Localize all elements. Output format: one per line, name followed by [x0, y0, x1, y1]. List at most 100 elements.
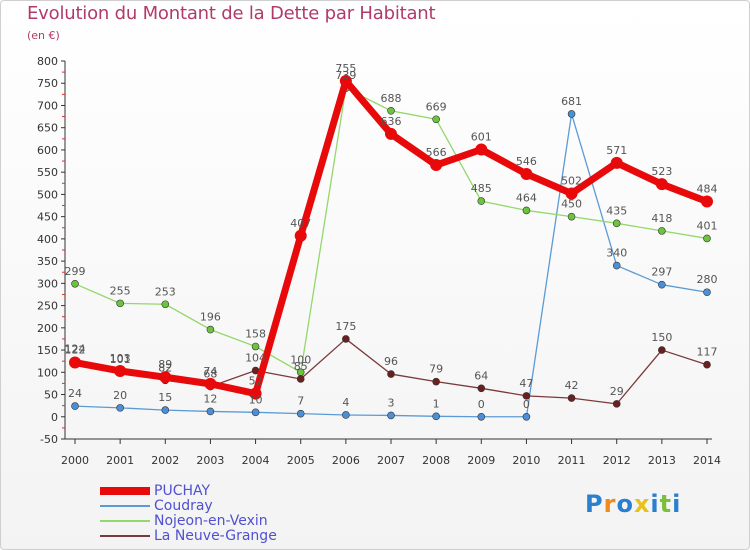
data-point-nojeon-en-vexin [703, 234, 711, 243]
data-label-coudray: 3 [388, 396, 395, 409]
y-tick-label: 750 [37, 77, 58, 90]
logo-letter: i [650, 490, 660, 518]
data-label-nojeon-en-vexin: 464 [516, 191, 537, 204]
data-point-la-neuve-grange [612, 400, 621, 408]
data-point-puchay [69, 356, 81, 369]
data-point-nojeon-en-vexin [71, 279, 79, 288]
data-point-nojeon-en-vexin [612, 219, 621, 228]
data-point-puchay [294, 229, 307, 242]
x-tick-label: 2000 [61, 454, 89, 467]
data-label-nojeon-en-vexin: 435 [606, 204, 627, 217]
y-tick-label: 700 [37, 99, 58, 112]
data-label-coudray: 20 [113, 389, 127, 402]
data-label-nojeon-en-vexin: 255 [110, 284, 131, 297]
data-point-coudray [161, 406, 170, 414]
y-tick-label: 50 [44, 389, 58, 402]
data-point-nojeon-en-vexin [116, 299, 124, 308]
data-label-la-neuve-grange: 85 [294, 360, 308, 373]
data-label-nojeon-en-vexin: 739 [335, 69, 356, 82]
x-tick-label: 2013 [648, 454, 676, 467]
data-label-la-neuve-grange: 68 [203, 368, 217, 381]
data-point-la-neuve-grange [296, 375, 305, 383]
data-point-puchay [385, 127, 397, 140]
legend-label: La Neuve-Grange [154, 528, 277, 544]
x-tick-label: 2014 [693, 454, 721, 467]
data-label-nojeon-en-vexin: 299 [65, 265, 86, 278]
chart-unit: (en €) [27, 29, 60, 42]
data-label-la-neuve-grange: 175 [335, 320, 356, 333]
data-label-la-neuve-grange: 101 [110, 353, 131, 366]
data-point-coudray [432, 412, 440, 421]
y-tick-label: 250 [37, 300, 58, 313]
data-label-nojeon-en-vexin: 196 [200, 311, 221, 324]
x-tick-label: 2012 [603, 454, 631, 467]
y-tick-label: 600 [37, 144, 58, 157]
data-point-coudray [612, 261, 621, 270]
data-label-puchay: 755 [335, 62, 356, 75]
data-label-nojeon-en-vexin: 688 [381, 92, 402, 105]
data-point-coudray [206, 407, 215, 416]
y-tick-label: 150 [37, 344, 58, 357]
data-label-coudray: 297 [651, 266, 672, 279]
data-point-coudray [71, 402, 79, 410]
y-tick-label: 500 [37, 188, 58, 201]
x-tick-label: 2010 [512, 454, 540, 467]
data-label-la-neuve-grange: 47 [519, 377, 533, 390]
data-point-nojeon-en-vexin [206, 325, 215, 334]
x-tick-label: 2006 [332, 454, 360, 467]
data-label-la-neuve-grange: 124 [65, 343, 86, 356]
data-label-coudray: 7 [297, 395, 304, 408]
data-point-coudray [477, 412, 486, 421]
data-point-puchay [610, 156, 623, 169]
data-point-puchay [430, 159, 443, 172]
data-point-la-neuve-grange [703, 360, 711, 369]
data-label-la-neuve-grange: 117 [697, 346, 718, 359]
data-point-la-neuve-grange [432, 377, 440, 386]
y-tick-label: -50 [40, 433, 58, 446]
data-label-puchay: 566 [426, 146, 447, 159]
proxiti-logo: Proxiti [585, 490, 681, 518]
data-point-coudray [116, 404, 124, 412]
data-label-puchay: 571 [606, 144, 627, 157]
data-label-puchay: 484 [697, 183, 718, 196]
data-label-coudray: 681 [561, 95, 582, 108]
x-tick-label: 2011 [558, 454, 586, 467]
data-label-la-neuve-grange: 29 [610, 385, 624, 398]
data-label-puchay: 502 [561, 175, 582, 188]
logo-letter: r [603, 490, 617, 518]
data-label-nojeon-en-vexin: 253 [155, 285, 176, 298]
data-label-coudray: 4 [342, 396, 349, 409]
data-point-coudray [567, 110, 576, 118]
data-point-nojeon-en-vexin [251, 342, 260, 351]
x-tick-label: 2002 [151, 454, 179, 467]
data-point-coudray [296, 409, 305, 418]
data-label-puchay: 52 [249, 375, 263, 388]
data-point-la-neuve-grange [477, 384, 486, 393]
data-point-la-neuve-grange [522, 392, 531, 400]
data-point-nojeon-en-vexin [161, 300, 170, 309]
data-point-nojeon-en-vexin [387, 107, 395, 115]
y-tick-label: 400 [37, 233, 58, 246]
data-point-nojeon-en-vexin [567, 212, 576, 221]
data-point-la-neuve-grange [658, 346, 666, 354]
data-label-la-neuve-grange: 42 [565, 379, 579, 392]
data-label-la-neuve-grange: 79 [429, 363, 443, 376]
legend-label: Coudray [154, 498, 213, 514]
data-label-la-neuve-grange: 96 [384, 355, 398, 368]
logo-letter: P [585, 490, 604, 518]
data-point-puchay [520, 167, 533, 180]
y-tick-label: 800 [37, 55, 58, 68]
data-point-puchay [204, 377, 217, 390]
data-label-coudray: 24 [68, 387, 82, 400]
data-label-puchay: 103 [110, 352, 131, 365]
y-tick-label: 0 [51, 411, 58, 424]
data-label-coudray: 0 [523, 398, 530, 411]
data-label-la-neuve-grange: 64 [474, 369, 488, 382]
data-label-puchay: 546 [516, 155, 537, 168]
x-tick-label: 2008 [422, 454, 450, 467]
data-label-nojeon-en-vexin: 450 [561, 198, 582, 211]
chart-title: Evolution du Montant de la Dette par Hab… [27, 3, 436, 24]
data-label-nojeon-en-vexin: 158 [245, 328, 266, 341]
